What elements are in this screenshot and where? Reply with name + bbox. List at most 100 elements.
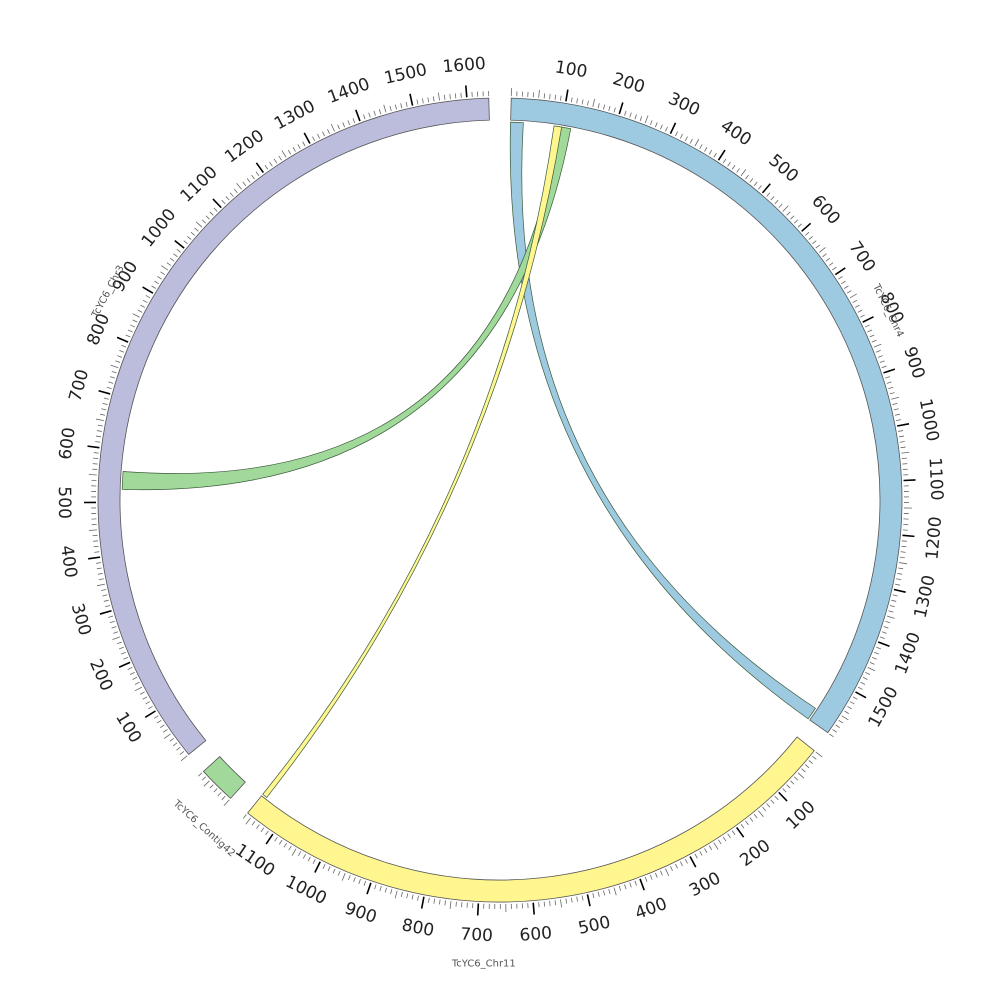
tick-TcYC6_Chr11-740	[455, 901, 457, 907]
tick-TcYC6_Chr11-700	[476, 903, 480, 916]
tick-TcYC6_Chr3-260	[113, 631, 119, 634]
tick-TcYC6_Chr3-330	[102, 594, 108, 597]
tick-TcYC6_Chr3-1240	[278, 155, 282, 161]
tick-TcYC6_Chr4-1200	[902, 534, 915, 538]
tick-TcYC6_Chr4-610	[805, 231, 810, 236]
tick-TcYC6_Chr11-410	[634, 880, 637, 886]
tick-TcYC6_Chr3-970	[169, 257, 175, 262]
tick-label-TcYC6_Chr11-700: 700	[460, 925, 493, 947]
tick-TcYC6_Chr11-1160	[242, 814, 247, 819]
tick-TcYC6_Chr11-1090	[274, 836, 278, 842]
tick-TcYC6_Chr3-730	[109, 376, 115, 379]
tick-TcYC6_Chr4-1520	[849, 701, 855, 705]
tick-TcYC6_Chr4-1590	[829, 733, 834, 738]
tick-TcYC6_Contig42-20	[217, 792, 222, 797]
tick-TcYC6_Chr11-240	[718, 839, 722, 845]
tick-TcYC6_Chr3-1230	[273, 158, 278, 164]
tick-TcYC6_Chr3-960	[166, 262, 172, 266]
tick-TcYC6_Chr4-550	[782, 205, 789, 212]
tick-TcYC6_Chr4-860	[875, 350, 881, 353]
tick-TcYC6_Chr4-1390	[879, 636, 885, 639]
tick-label-TcYC6_Chr11-1100: 1100	[231, 840, 278, 881]
tick-TcYC6_Chr3-310	[105, 605, 111, 608]
tick-TcYC6_Chr11-400	[639, 878, 645, 891]
tick-TcYC6_Chr3-710	[106, 386, 112, 390]
tick-TcYC6_Chr3-1460	[389, 105, 392, 112]
tick-label-TcYC6_Chr3-1300: 1300	[271, 96, 319, 134]
tick-TcYC6_Chr3-1030	[190, 231, 195, 236]
tick-TcYC6_Chr3-750	[110, 364, 119, 369]
tick-TcYC6_Chr4-520	[770, 196, 775, 201]
tick-TcYC6_Chr3-40	[169, 738, 175, 742]
tick-TcYC6_Chr4-1460	[865, 672, 871, 675]
tick-TcYC6_Chr11-350	[665, 868, 670, 877]
tick-TcYC6_Chr11-1030	[302, 853, 306, 859]
tick-TcYC6_Chr3-1140	[233, 188, 238, 194]
tick-TcYC6_Chr3-270	[111, 626, 117, 629]
tick-label-TcYC6_Chr4-1200: 1200	[922, 516, 946, 561]
tick-TcYC6_Chr3-860	[137, 309, 143, 313]
tick-TcYC6_Chr4-90	[560, 95, 562, 101]
tick-TcYC6_Chr3-1290	[302, 141, 306, 147]
tick-TcYC6_Chr3-990	[176, 249, 182, 253]
tick-TcYC6_Chr3-630	[96, 430, 102, 432]
tick-label-TcYC6_Chr11-100: 100	[782, 797, 819, 834]
tick-label-TcYC6_Chr4-500: 500	[764, 150, 802, 186]
tick-TcYC6_Chr4-410	[722, 158, 727, 164]
tick-TcYC6_Chr11-100	[778, 791, 788, 802]
tick-TcYC6_Chr11-290	[694, 853, 698, 859]
tick-TcYC6_Chr11-750	[449, 900, 452, 910]
tick-TcYC6_Chr3-420	[93, 545, 99, 548]
tick-TcYC6_Chr3-650	[95, 418, 104, 422]
tick-TcYC6_Chr11-780	[433, 898, 436, 904]
tick-TcYC6_Chr11-1050	[291, 848, 297, 856]
tick-TcYC6_Chr3-290	[108, 615, 114, 618]
tick-TcYC6_Chr3-1570	[449, 94, 451, 100]
tick-TcYC6_Chr4-1030	[899, 441, 905, 443]
tick-TcYC6_Chr4-500	[761, 183, 771, 194]
tick-TcYC6_Chr11-1110	[265, 830, 269, 836]
tick-TcYC6_Chr3-930	[157, 276, 162, 280]
tick-TcYC6_Chr4-190	[613, 107, 616, 113]
tick-TcYC6_Chr3-720	[108, 381, 114, 384]
tick-TcYC6_Chr4-540	[778, 203, 783, 208]
tick-TcYC6_Chr3-1260	[287, 149, 292, 155]
tick-label-TcYC6_Chr11-800: 800	[400, 915, 436, 941]
tick-TcYC6_Chr11-790	[428, 897, 430, 903]
tick-TcYC6_Chr3-1150	[236, 182, 242, 190]
tick-TcYC6_Chr4-50	[538, 89, 540, 98]
tick-TcYC6_Contig42-0	[223, 799, 230, 807]
tick-TcYC6_Chr4-1510	[852, 696, 858, 700]
tick-TcYC6_Chr4-930	[888, 386, 894, 390]
tick-TcYC6_Chr3-1530	[427, 97, 430, 103]
tick-label-TcYC6_Chr11-300: 300	[686, 868, 724, 901]
tick-TcYC6_Chr11-860	[390, 889, 393, 895]
tick-TcYC6_Chr11-510	[581, 895, 584, 901]
tick-TcYC6_Chr3-610	[95, 441, 101, 443]
tick-TcYC6_Chr11-280	[699, 850, 703, 856]
tick-TcYC6_Chr4-560	[786, 211, 791, 216]
tick-TcYC6_Chr11-830	[406, 893, 409, 899]
tick-TcYC6_Chr3-830	[130, 324, 136, 328]
tick-TcYC6_Chr4-1230	[900, 551, 906, 553]
tick-TcYC6_Chr3-1380	[347, 120, 351, 126]
tick-TcYC6_Chr4-470	[749, 178, 754, 183]
tick-TcYC6_Chr11-210	[731, 830, 736, 835]
tick-TcYC6_Chr3-1410	[363, 114, 366, 120]
tick-TcYC6_Chr3-850	[132, 313, 140, 318]
tick-TcYC6_Chr4-830	[869, 334, 875, 338]
tick-TcYC6_Chr3-1090	[213, 207, 218, 212]
tick-TcYC6_Chr11-1080	[278, 839, 283, 845]
tick-TcYC6_Chr11-970	[332, 868, 336, 874]
tick-TcYC6_Chr11-490	[592, 893, 595, 899]
tick-TcYC6_Chr4-210	[624, 110, 627, 116]
tick-TcYC6_Chr3-980	[173, 253, 178, 258]
tick-TcYC6_Chr11-520	[576, 896, 579, 902]
tick-TcYC6_Chr4-80	[554, 94, 557, 100]
tick-TcYC6_Chr4-690	[831, 266, 837, 271]
tick-TcYC6_Chr11-310	[684, 858, 688, 864]
tick-label-TcYC6_Chr11-600: 600	[519, 923, 553, 946]
tick-TcYC6_Chr3-920	[154, 280, 159, 285]
